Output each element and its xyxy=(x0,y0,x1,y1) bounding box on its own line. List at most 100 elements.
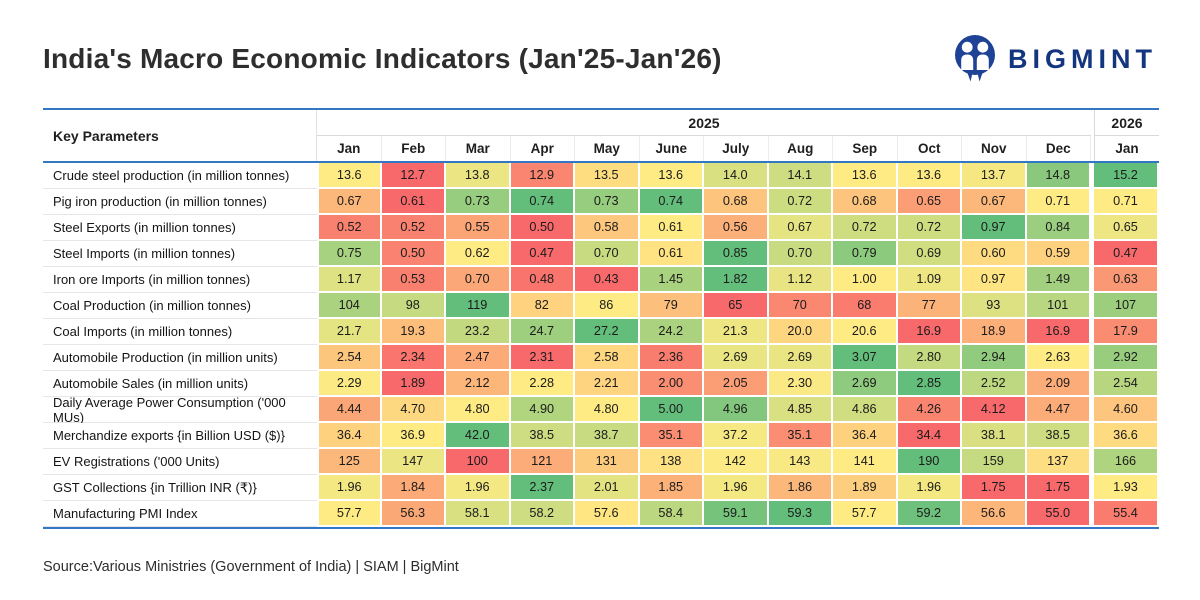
heatmap-cell: 2.54 xyxy=(317,345,382,371)
heatmap-cell: 2.69 xyxy=(768,345,833,371)
heatmap-cell: 2.85 xyxy=(897,371,962,397)
row-label: Manufacturing PMI Index xyxy=(43,501,317,527)
heatmap-cell: 0.75 xyxy=(317,241,382,267)
heatmap-cell: 0.71 xyxy=(1026,189,1091,215)
heatmap-cell: 1.96 xyxy=(704,475,769,501)
heatmap-cell: 1.75 xyxy=(1026,475,1091,501)
heatmap-cell: 0.52 xyxy=(317,215,382,241)
page-header: India's Macro Economic Indicators (Jan'2… xyxy=(43,0,1157,86)
heatmap-cell: 0.62 xyxy=(446,241,511,267)
month-header-jan-2026: Jan xyxy=(1094,136,1159,161)
heatmap-cell: 137 xyxy=(1026,449,1091,475)
column-gap xyxy=(1091,241,1094,267)
row-label: Automobile Production (in million units) xyxy=(43,345,317,371)
heatmap-cell: 0.65 xyxy=(1094,215,1159,241)
heatmap-cell: 0.50 xyxy=(510,215,575,241)
heatmap-cell: 0.67 xyxy=(317,189,382,215)
heatmap-cell: 2.34 xyxy=(381,345,446,371)
bigmint-logo-icon xyxy=(955,35,995,82)
heatmap-cell: 0.72 xyxy=(897,215,962,241)
row-label: Steel Exports (in million tonnes) xyxy=(43,215,317,241)
heatmap-cell: 4.12 xyxy=(962,397,1027,423)
heatmap-cell: 0.65 xyxy=(897,189,962,215)
row-label: EV Registrations ('000 Units) xyxy=(43,449,317,475)
header-bottom-rule xyxy=(43,161,1159,163)
row-label: Crude steel production (in million tonne… xyxy=(43,163,317,189)
heatmap-cell: 0.56 xyxy=(704,215,769,241)
month-header-dec: Dec xyxy=(1027,136,1091,161)
month-header-mar: Mar xyxy=(446,136,511,161)
month-header-may: May xyxy=(575,136,640,161)
heatmap-cell: 2.69 xyxy=(833,371,898,397)
heatmap-cell: 16.9 xyxy=(1026,319,1091,345)
heatmap-cell: 1.89 xyxy=(833,475,898,501)
macro-indicators-table: Key Parameters 2025 2026 Jan Feb Mar Apr May Jun… xyxy=(43,108,1159,529)
heatmap-cell: 24.2 xyxy=(639,319,704,345)
table-row: Steel Imports (in million tonnes) 0.75 0.5… xyxy=(43,241,1159,267)
heatmap-cell: 34.4 xyxy=(897,423,962,449)
heatmap-cell: 13.5 xyxy=(575,163,640,189)
heatmap-cell: 4.60 xyxy=(1094,397,1159,423)
heatmap-cell: 1.93 xyxy=(1094,475,1159,501)
column-gap xyxy=(1091,397,1094,423)
row-label: Merchandize exports {in Billion USD ($)} xyxy=(43,423,317,449)
table-row: EV Registrations ('000 Units) 125 147 100 12… xyxy=(43,449,1159,475)
heatmap-cell: 13.6 xyxy=(897,163,962,189)
heatmap-cell: 57.7 xyxy=(317,501,382,527)
heatmap-cell: 18.9 xyxy=(962,319,1027,345)
source-note: Source:Various Ministries (Government of… xyxy=(43,559,459,575)
row-label: GST Collections {in Trillion INR (₹)} xyxy=(43,475,317,501)
heatmap-cell: 0.61 xyxy=(639,241,704,267)
heatmap-cell: 2.54 xyxy=(1094,371,1159,397)
heatmap-cell: 0.73 xyxy=(446,189,511,215)
column-gap xyxy=(1091,163,1094,189)
month-header-apr: Apr xyxy=(511,136,575,161)
table-bottom-rule xyxy=(43,527,1159,529)
heatmap-cell: 59.3 xyxy=(768,501,833,527)
heatmap-cell: 58.1 xyxy=(446,501,511,527)
column-gap xyxy=(1091,345,1094,371)
heatmap-cell: 21.3 xyxy=(704,319,769,345)
heatmap-cell: 93 xyxy=(962,293,1027,319)
table-row: Iron ore Imports (in million tonnes) 1.17… xyxy=(43,267,1159,293)
column-gap xyxy=(1091,475,1094,501)
column-gap xyxy=(1091,136,1094,161)
heatmap-cell: 0.69 xyxy=(897,241,962,267)
month-header-jan: Jan xyxy=(317,136,382,161)
heatmap-cell: 58.4 xyxy=(639,501,704,527)
table-row: Steel Exports (in million tonnes) 0.52 0.5… xyxy=(43,215,1159,241)
heatmap-cell: 1.85 xyxy=(639,475,704,501)
heatmap-cell: 38.5 xyxy=(510,423,575,449)
heatmap-cell: 4.80 xyxy=(575,397,640,423)
table-row: Coal Imports (in million tonnes) 21.7 19.3… xyxy=(43,319,1159,345)
heatmap-cell: 125 xyxy=(317,449,382,475)
heatmap-cell: 35.1 xyxy=(768,423,833,449)
heatmap-cell: 36.6 xyxy=(1094,423,1159,449)
heatmap-cell: 104 xyxy=(317,293,382,319)
table-row: Automobile Production (in million units)… xyxy=(43,345,1159,371)
month-header-nov: Nov xyxy=(962,136,1027,161)
heatmap-cell: 17.9 xyxy=(1094,319,1159,345)
heatmap-cell: 1.00 xyxy=(833,267,898,293)
heatmap-cell: 2.36 xyxy=(639,345,704,371)
table-row: Automobile Sales (in million units) 2.29 1… xyxy=(43,371,1159,397)
heatmap-cell: 4.90 xyxy=(510,397,575,423)
heatmap-cell: 1.84 xyxy=(381,475,446,501)
heatmap-cell: 131 xyxy=(575,449,640,475)
heatmap-cell: 0.73 xyxy=(575,189,640,215)
heatmap-cell: 57.6 xyxy=(575,501,640,527)
heatmap-cell: 82 xyxy=(510,293,575,319)
heatmap-cell: 2.05 xyxy=(704,371,769,397)
heatmap-cell: 138 xyxy=(639,449,704,475)
heatmap-cell: 13.6 xyxy=(317,163,382,189)
heatmap-cell: 0.59 xyxy=(1026,241,1091,267)
heatmap-cell: 38.7 xyxy=(575,423,640,449)
heatmap-cell: 56.6 xyxy=(962,501,1027,527)
heatmap-cell: 98 xyxy=(381,293,446,319)
heatmap-cell: 0.60 xyxy=(962,241,1027,267)
heatmap-cell: 159 xyxy=(962,449,1027,475)
heatmap-cell: 13.6 xyxy=(639,163,704,189)
table-header: Key Parameters 2025 2026 Jan Feb Mar Apr May Jun… xyxy=(43,110,1159,161)
heatmap-cell: 2.69 xyxy=(704,345,769,371)
row-label: Pig iron production (in million tonnes) xyxy=(43,189,317,215)
